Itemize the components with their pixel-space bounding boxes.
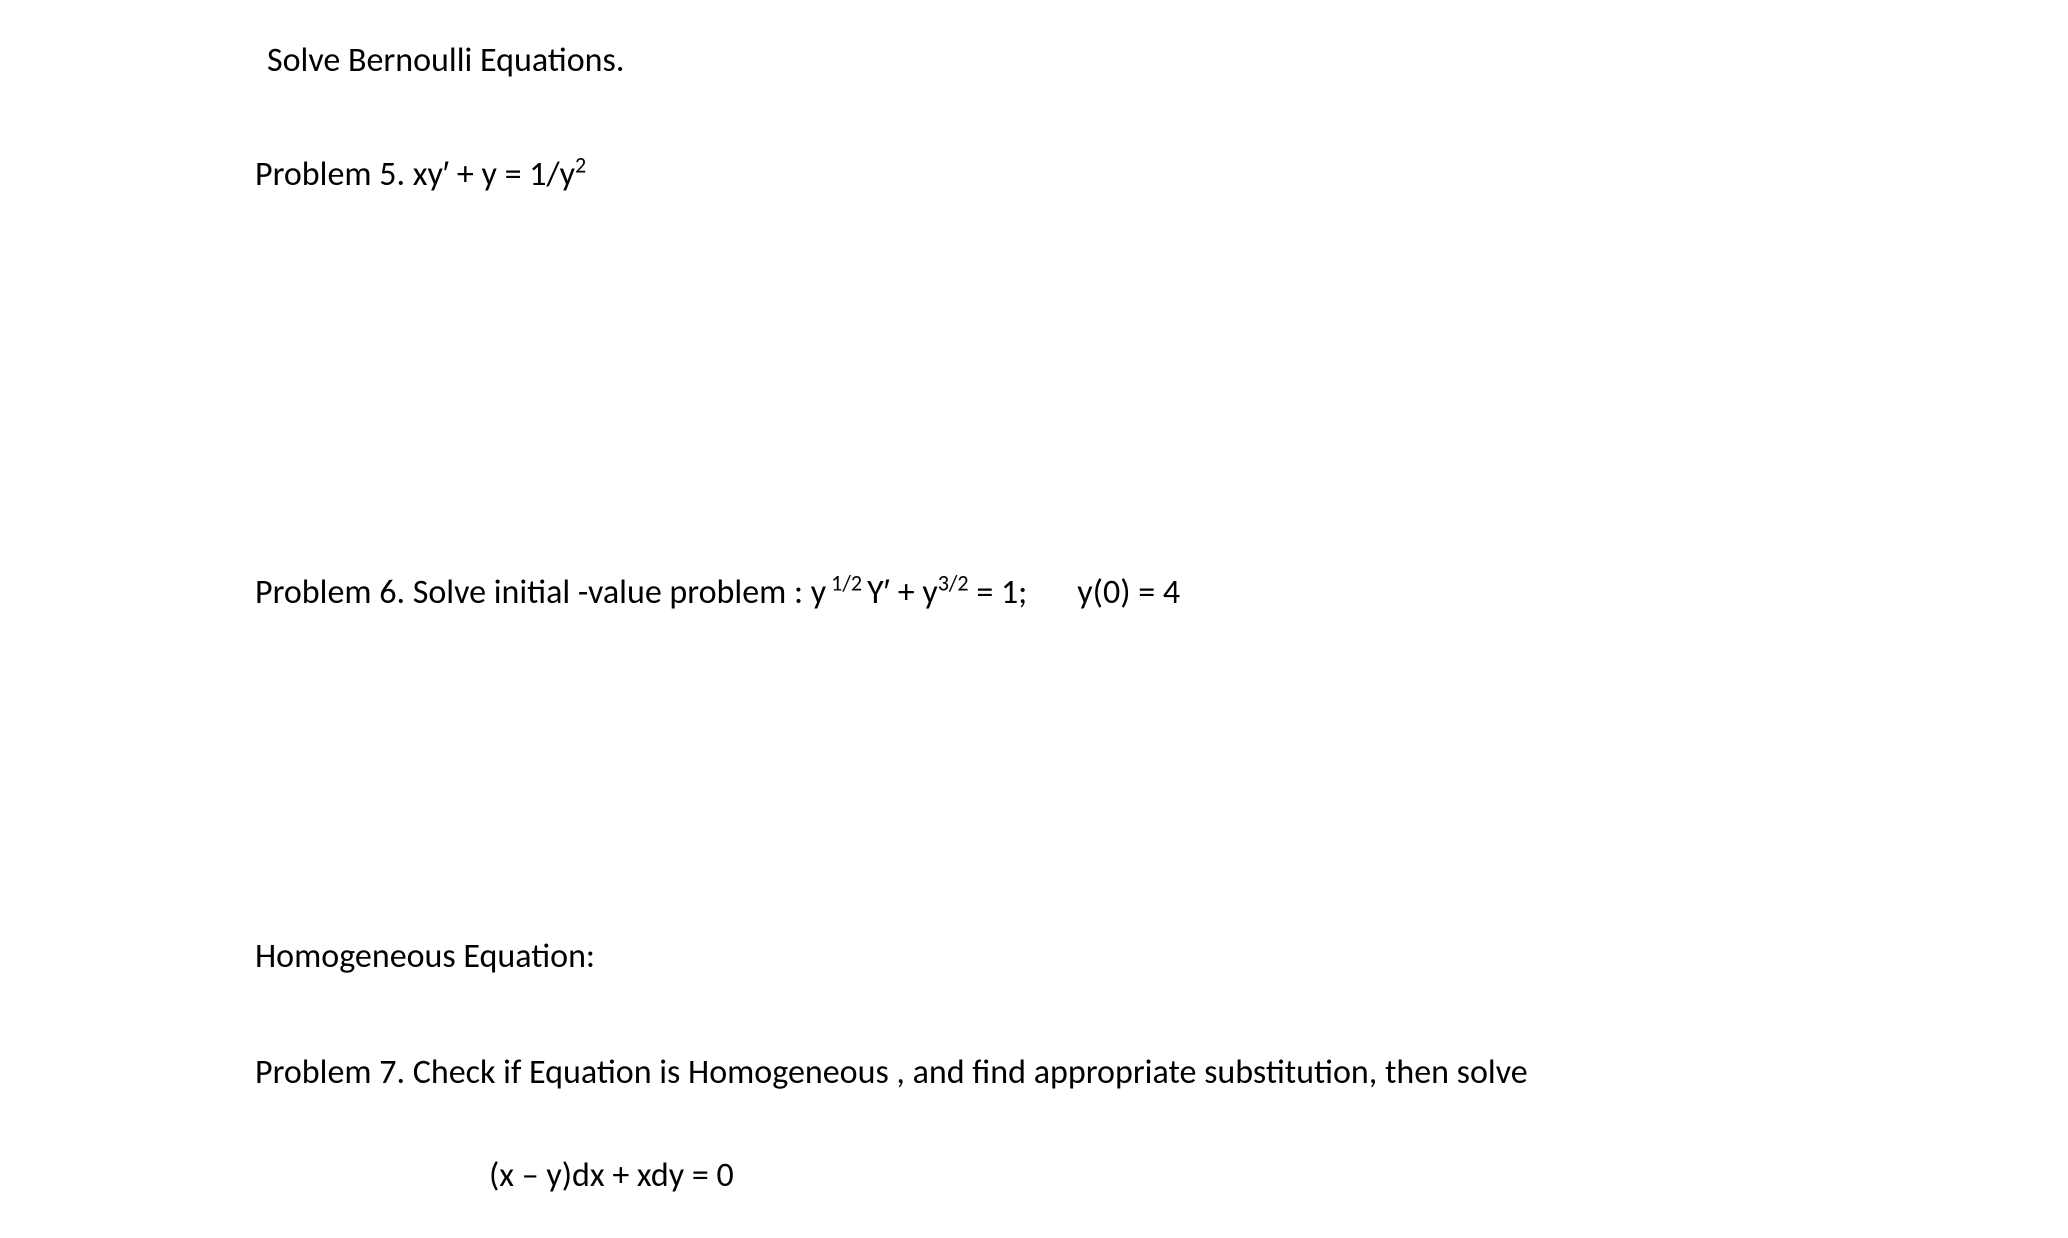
section-heading-homogeneous: Homogeneous Equation: [255, 936, 1968, 977]
problem-5-label: Problem 5. [255, 154, 413, 195]
problem-5: Problem 5. xy′ + y = 1/y2 [255, 151, 1968, 199]
problem-6-label: Problem 6. Solve initial -value problem … [255, 572, 811, 613]
problem-6-exp1: 1/2 [826, 569, 867, 596]
problem-7-equation: (x – y)dx + xdy = 0 [489, 1155, 1968, 1196]
problem-6-eq-part2: Y′ + y [867, 572, 938, 613]
problem-5-equation: xy′ + y = 1/y [413, 154, 575, 195]
problem-6-eq-part3: = 1; [969, 572, 1028, 613]
problem-6-initial-condition: y(0) = 4 [1077, 572, 1180, 613]
problem-7: Problem 7. Check if Equation is Homogene… [255, 1049, 1968, 1097]
section-heading-bernoulli: Solve Bernoulli Equations. [267, 40, 1968, 81]
problem-6-eq-part1: y [811, 572, 826, 613]
document-content: Solve Bernoulli Equations. Problem 5. xy… [0, 0, 2068, 1196]
problem-6: Problem 6. Solve initial -value problem … [255, 569, 1968, 617]
problem-6-exp2: 3/2 [938, 569, 969, 596]
problem-5-exponent: 2 [575, 152, 586, 179]
